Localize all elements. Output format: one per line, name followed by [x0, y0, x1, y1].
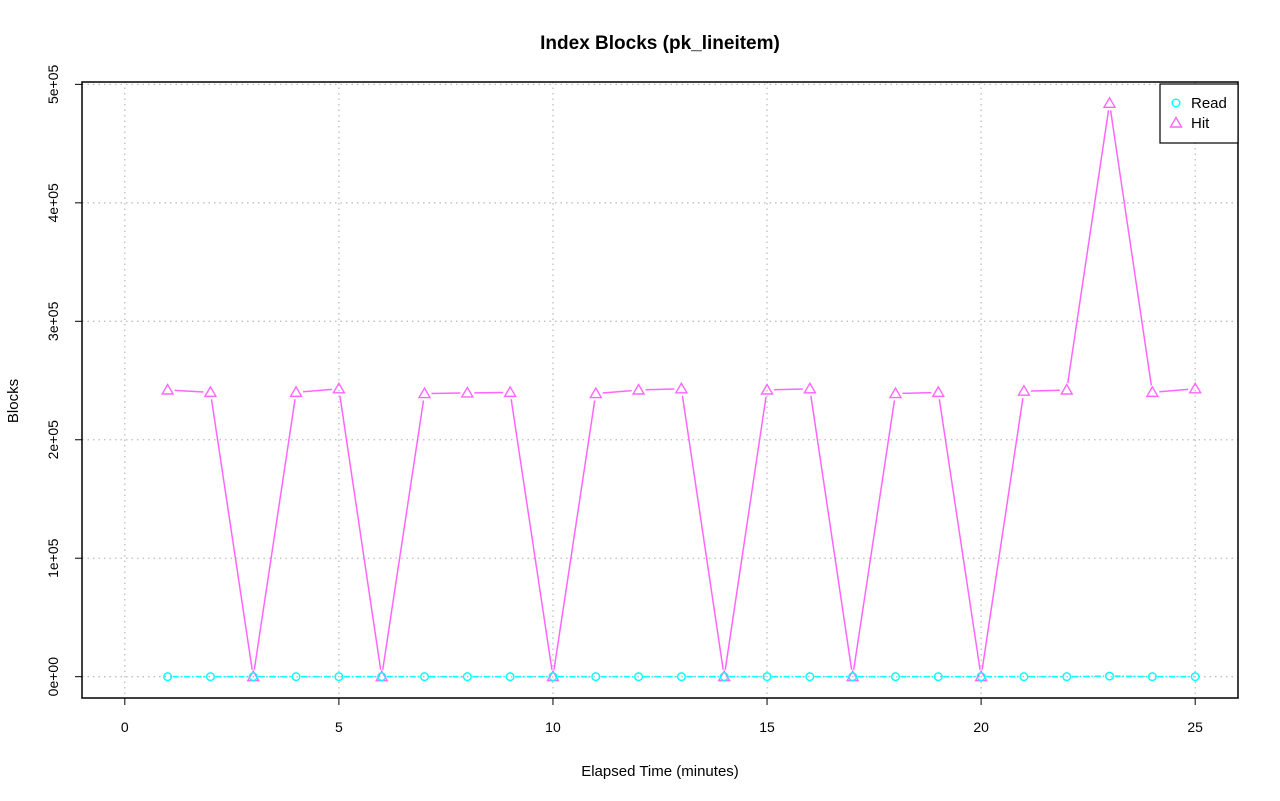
hit-point: [160, 383, 175, 395]
hit-point: [888, 386, 903, 399]
x-tick-label: 20: [973, 719, 989, 735]
hit-line-segment: [174, 389, 204, 393]
y-tick-label: 2e+05: [45, 420, 61, 460]
hit-point: [803, 381, 817, 394]
read-point: [248, 672, 258, 682]
legend-marker-read: [1171, 98, 1181, 108]
hit-point: [417, 386, 432, 399]
hit-point: [931, 385, 946, 398]
x-tick-label: 0: [121, 719, 129, 735]
hit-line-segment: [602, 389, 632, 394]
y-tick-label: 0e+00: [45, 657, 61, 697]
read-point: [205, 672, 215, 682]
read-point: [548, 672, 558, 682]
x-tick-label: 15: [759, 719, 775, 735]
read-point: [933, 672, 943, 682]
hit-line-segment: [852, 400, 896, 670]
hit-point: [203, 385, 218, 398]
read-point: [1019, 672, 1029, 682]
legend-label-read: Read: [1191, 95, 1227, 112]
read-point: [420, 672, 430, 682]
read-point: [334, 672, 344, 682]
hit-point: [760, 383, 774, 395]
hit-line-segment: [210, 399, 253, 670]
hit-line-segment: [1159, 388, 1189, 393]
plot-frame: [81, 81, 1239, 699]
hit-point: [674, 381, 689, 394]
x-axis-label: Elapsed Time (minutes): [581, 763, 739, 780]
read-point: [762, 672, 772, 682]
data-series: [160, 96, 1202, 682]
hit-point: [503, 385, 517, 398]
hit-line-segment: [774, 388, 803, 391]
hit-line-segment: [553, 400, 596, 670]
hit-line-segment: [938, 399, 981, 670]
y-tick-label: 5e+05: [45, 64, 61, 104]
hit-point: [589, 386, 603, 399]
x-tick-label: 5: [335, 719, 343, 735]
read-point: [976, 672, 986, 682]
hit-point: [1060, 383, 1074, 395]
read-point: [163, 672, 173, 682]
read-point: [1062, 672, 1072, 682]
read-point: [890, 672, 900, 682]
hit-line-segment: [981, 397, 1024, 670]
hit-line-segment: [645, 388, 675, 391]
read-point: [291, 672, 301, 682]
hit-line-segment: [724, 396, 767, 670]
hit-line-segment: [1030, 389, 1060, 392]
read-point: [1190, 672, 1200, 682]
read-point: [848, 672, 858, 682]
x-tick-label: 10: [545, 719, 561, 735]
hit-point: [1017, 384, 1031, 396]
series-hit: [160, 96, 1202, 682]
read-point: [462, 672, 472, 682]
y-tick-label: 1e+05: [45, 538, 61, 578]
hit-line-segment: [302, 388, 332, 393]
x-tick-label: 25: [1187, 719, 1203, 735]
read-point: [634, 672, 644, 682]
hit-point: [631, 383, 646, 395]
read-point: [591, 672, 601, 682]
series-read: [163, 671, 1200, 682]
hit-line-segment: [253, 399, 296, 670]
read-point: [1147, 672, 1157, 682]
hit-point: [1188, 381, 1202, 394]
hit-line-segment: [681, 395, 724, 670]
y-axis-label: Blocks: [5, 379, 22, 423]
hit-line-segment: [1109, 110, 1153, 386]
read-point: [505, 672, 515, 682]
read-point: [676, 672, 686, 682]
chart-title: Index Blocks (pk_lineitem): [540, 33, 780, 54]
axes: 0 5 10 15 20 25 0e+00 1e+05 2e+05 3e+05 4e+05 5e+05: [45, 64, 1203, 735]
y-tick-label: 3e+05: [45, 301, 61, 341]
read-point: [719, 672, 729, 682]
hit-line-segment: [1067, 110, 1110, 384]
hit-point: [332, 381, 346, 394]
legend-box: [1159, 83, 1239, 144]
read-point: [1105, 671, 1115, 681]
hit-line-segment: [382, 400, 425, 670]
hit-point: [1102, 96, 1117, 109]
hit-point: [460, 386, 475, 398]
hit-point: [1145, 385, 1160, 398]
legend-marker-hit: [1169, 116, 1183, 128]
hit-point: [289, 385, 303, 398]
legend: Read Hit: [1159, 83, 1239, 144]
y-tick-label: 4e+05: [45, 183, 61, 223]
hit-line-segment: [902, 391, 932, 395]
read-point: [377, 672, 387, 682]
hit-line-segment: [510, 399, 553, 670]
legend-label-hit: Hit: [1191, 115, 1210, 132]
read-point: [805, 672, 815, 682]
hit-line-segment: [339, 395, 382, 670]
hit-line-segment: [810, 395, 853, 670]
